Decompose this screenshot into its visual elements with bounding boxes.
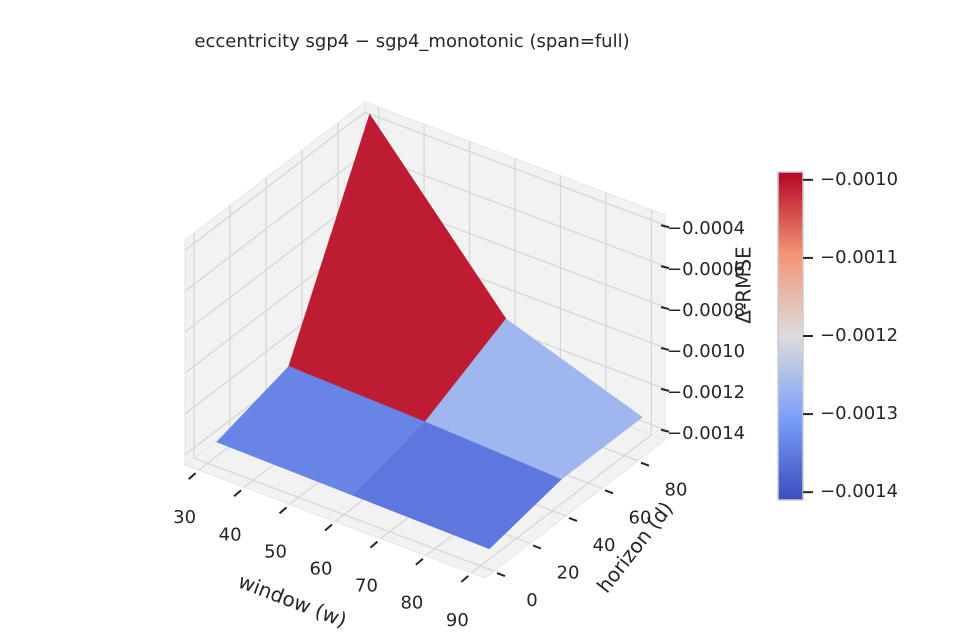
z-tick-label: −0.0004	[667, 218, 745, 239]
x-tick-label: 40	[219, 524, 242, 545]
z-tick-label: −0.0014	[667, 423, 745, 444]
tick-mark	[568, 516, 578, 522]
tick-mark	[660, 306, 670, 311]
colorbar-tick-label: −0.0013	[820, 403, 898, 424]
y-tick-label: 0	[526, 590, 537, 611]
z-tick-label: −0.0010	[667, 341, 745, 362]
tick-mark	[324, 523, 333, 532]
tick-mark	[660, 428, 670, 433]
grid-line	[470, 434, 652, 574]
grid-line	[193, 457, 495, 572]
surface-cell	[352, 421, 562, 550]
grid-line	[364, 152, 666, 267]
tick-mark	[278, 506, 288, 515]
y-tick-label: 60	[629, 507, 652, 528]
tick-mark	[460, 575, 470, 583]
x-tick-label: 90	[446, 610, 469, 631]
tick-mark	[233, 489, 242, 498]
z-tick-label: −0.0006	[667, 259, 745, 280]
x-tick-label: 70	[355, 576, 378, 597]
x-tick-label: 30	[173, 507, 196, 528]
colorbar-tick-label: −0.0010	[820, 169, 898, 190]
colorbar-tick-label: −0.0011	[820, 247, 898, 268]
z-tick-label: −0.0008	[667, 300, 745, 321]
tick-mark	[660, 265, 670, 270]
y-tick-label: 20	[557, 563, 580, 584]
tick-mark	[660, 387, 670, 392]
chart-title: eccentricity sgp4 − sgp4_monotonic (span…	[194, 31, 629, 52]
tick-mark	[532, 544, 542, 550]
grid-line	[184, 111, 366, 251]
z-tick-label: −0.0012	[667, 382, 745, 403]
z-axis-label: Δ-RMSE	[732, 246, 756, 323]
tick-mark	[496, 572, 506, 578]
tick-mark	[640, 461, 650, 467]
tick-mark	[660, 224, 670, 229]
grid-line	[364, 111, 666, 226]
y-tick-label: 80	[665, 480, 688, 501]
tick-mark	[187, 472, 197, 480]
y-tick-label: 40	[593, 535, 616, 556]
colorbar	[777, 171, 804, 501]
grid-line	[184, 152, 366, 292]
grid-line	[184, 193, 366, 333]
x-tick-label: 80	[400, 593, 423, 614]
tick-mark	[415, 557, 424, 566]
tick-mark	[369, 540, 379, 549]
x-tick-label: 60	[310, 559, 333, 580]
colorbar-tick-label: −0.0014	[820, 481, 898, 502]
colorbar-tick-label: −0.0012	[820, 325, 898, 346]
tick-mark	[604, 489, 614, 495]
x-tick-label: 50	[264, 541, 287, 562]
x-axis-label: window (w)	[235, 569, 350, 632]
tick-mark	[660, 346, 670, 351]
